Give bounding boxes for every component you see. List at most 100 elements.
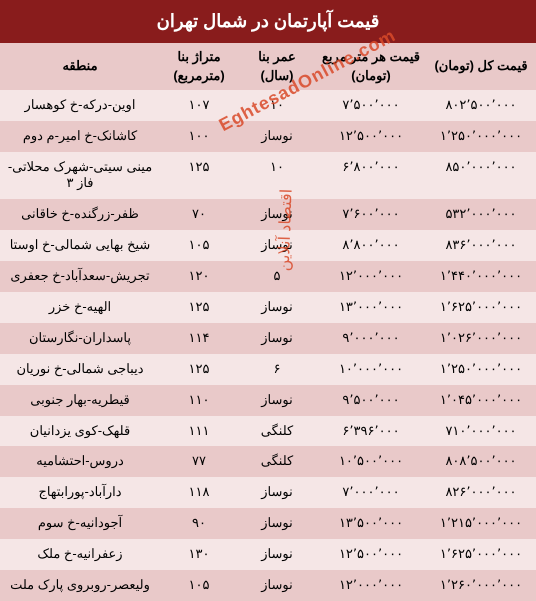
table-row: تجریش-سعدآباد-خ جعفری۱۲۰۵۱۲٬۰۰۰٬۰۰۰۱٬۴۴۰… (0, 261, 536, 292)
table-row: اوین-درکه-خ کوهسار۱۰۷۱۰۷٬۵۰۰٬۰۰۰۸۰۲٬۵۰۰٬… (0, 90, 536, 121)
header-area: متراژ بنا(مترمربع) (160, 43, 238, 89)
cell-ppm: ۱۰٬۵۰۰٬۰۰۰ (316, 446, 426, 477)
cell-area: ۷۰ (160, 199, 238, 230)
table-row: زعفرانیه-خ ملک۱۳۰نوساز۱۲٬۵۰۰٬۰۰۰۱٬۶۲۵٬۰۰… (0, 539, 536, 570)
cell-age: ۶ (238, 354, 316, 385)
cell-total: ۸۲۶٬۰۰۰٬۰۰۰ (426, 477, 536, 508)
cell-total: ۱٬۶۲۵٬۰۰۰٬۰۰۰ (426, 539, 536, 570)
cell-region: دیباجی شمالی-خ نوریان (0, 354, 160, 385)
cell-total: ۱٬۰۴۵٬۰۰۰٬۰۰۰ (426, 385, 536, 416)
cell-age: نوساز (238, 199, 316, 230)
cell-area: ۱۰۷ (160, 90, 238, 121)
cell-area: ۱۲۵ (160, 152, 238, 200)
cell-region: دروس-احتشامیه (0, 446, 160, 477)
cell-age: نوساز (238, 323, 316, 354)
table-row: دروس-احتشامیه۷۷کلنگی۱۰٬۵۰۰٬۰۰۰۸۰۸٬۵۰۰٬۰۰… (0, 446, 536, 477)
header-age: عمر بنا(سال) (238, 43, 316, 89)
cell-ppm: ۹٬۵۰۰٬۰۰۰ (316, 385, 426, 416)
table-row: دیباجی شمالی-خ نوریان۱۲۵۶۱۰٬۰۰۰٬۰۰۰۱٬۲۵۰… (0, 354, 536, 385)
cell-area: ۱۱۰ (160, 385, 238, 416)
cell-age: نوساز (238, 508, 316, 539)
cell-total: ۸۵۰٬۰۰۰٬۰۰۰ (426, 152, 536, 200)
cell-area: ۱۲۵ (160, 292, 238, 323)
cell-ppm: ۷٬۶۰۰٬۰۰۰ (316, 199, 426, 230)
cell-region: کاشانک-خ امیر-م دوم (0, 121, 160, 152)
cell-age: کلنگی (238, 446, 316, 477)
cell-age: نوساز (238, 539, 316, 570)
cell-area: ۷۷ (160, 446, 238, 477)
cell-region: تجریش-سعدآباد-خ جعفری (0, 261, 160, 292)
cell-total: ۱٬۶۲۵٬۰۰۰٬۰۰۰ (426, 292, 536, 323)
table-row: ولیعصر-روبروی پارک ملت۱۰۵نوساز۱۲٬۰۰۰٬۰۰۰… (0, 570, 536, 601)
cell-region: اوین-درکه-خ کوهسار (0, 90, 160, 121)
cell-area: ۱۱۴ (160, 323, 238, 354)
cell-total: ۵۳۲٬۰۰۰٬۰۰۰ (426, 199, 536, 230)
cell-area: ۱۱۱ (160, 416, 238, 447)
cell-total: ۸۰۲٬۵۰۰٬۰۰۰ (426, 90, 536, 121)
header-region: منطقه (0, 43, 160, 89)
table-row: پاسداران-نگارستان۱۱۴نوساز۹٬۰۰۰٬۰۰۰۱٬۰۲۶٬… (0, 323, 536, 354)
table-row: قلهک-کوی یزدانیان۱۱۱کلنگی۶٬۳۹۶٬۰۰۰۷۱۰٬۰۰… (0, 416, 536, 447)
cell-ppm: ۷٬۵۰۰٬۰۰۰ (316, 90, 426, 121)
cell-region: شیخ بهایی شمالی-خ اوستا (0, 230, 160, 261)
cell-area: ۱۰۰ (160, 121, 238, 152)
table-row: ظفر-زرگنده-خ خاقانی۷۰نوساز۷٬۶۰۰٬۰۰۰۵۳۲٬۰… (0, 199, 536, 230)
header-row: منطقه متراژ بنا(مترمربع) عمر بنا(سال) قی… (0, 43, 536, 89)
rows-container: اوین-درکه-خ کوهسار۱۰۷۱۰۷٬۵۰۰٬۰۰۰۸۰۲٬۵۰۰٬… (0, 90, 536, 601)
cell-region: ولیعصر-روبروی پارک ملت (0, 570, 160, 601)
table-row: مینی سیتی-شهرک محلاتی-فاز ۳۱۲۵۱۰۶٬۸۰۰٬۰۰… (0, 152, 536, 200)
cell-total: ۸۰۸٬۵۰۰٬۰۰۰ (426, 446, 536, 477)
cell-age: ۵ (238, 261, 316, 292)
cell-region: مینی سیتی-شهرک محلاتی-فاز ۳ (0, 152, 160, 200)
cell-age: نوساز (238, 570, 316, 601)
cell-age: نوساز (238, 385, 316, 416)
cell-region: ظفر-زرگنده-خ خاقانی (0, 199, 160, 230)
cell-total: ۱٬۲۵۰٬۰۰۰٬۰۰۰ (426, 354, 536, 385)
cell-age: کلنگی (238, 416, 316, 447)
cell-ppm: ۸٬۸۰۰٬۰۰۰ (316, 230, 426, 261)
cell-age: نوساز (238, 121, 316, 152)
cell-ppm: ۱۰٬۰۰۰٬۰۰۰ (316, 354, 426, 385)
cell-region: قیطریه-بهار جنوبی (0, 385, 160, 416)
cell-region: زعفرانیه-خ ملک (0, 539, 160, 570)
header-ppm: قیمت هر متر مربع(تومان) (316, 43, 426, 89)
cell-ppm: ۹٬۰۰۰٬۰۰۰ (316, 323, 426, 354)
header-total: قیمت کل (تومان) (426, 43, 536, 89)
cell-ppm: ۱۳٬۰۰۰٬۰۰۰ (316, 292, 426, 323)
cell-ppm: ۱۲٬۵۰۰٬۰۰۰ (316, 539, 426, 570)
cell-ppm: ۷٬۰۰۰٬۰۰۰ (316, 477, 426, 508)
cell-area: ۱۲۰ (160, 261, 238, 292)
cell-total: ۱٬۰۲۶٬۰۰۰٬۰۰۰ (426, 323, 536, 354)
cell-ppm: ۱۲٬۰۰۰٬۰۰۰ (316, 261, 426, 292)
cell-area: ۱۱۸ (160, 477, 238, 508)
cell-region: آجودانیه-خ سوم (0, 508, 160, 539)
cell-age: نوساز (238, 477, 316, 508)
cell-region: قلهک-کوی یزدانیان (0, 416, 160, 447)
cell-region: الهیه-خ خزر (0, 292, 160, 323)
table-row: کاشانک-خ امیر-م دوم۱۰۰نوساز۱۲٬۵۰۰٬۰۰۰۱٬۲… (0, 121, 536, 152)
table-row: الهیه-خ خزر۱۲۵نوساز۱۳٬۰۰۰٬۰۰۰۱٬۶۲۵٬۰۰۰٬۰… (0, 292, 536, 323)
table-title: قیمت آپارتمان در شمال تهران (0, 0, 536, 43)
cell-area: ۱۳۰ (160, 539, 238, 570)
cell-age: نوساز (238, 292, 316, 323)
price-table: قیمت آپارتمان در شمال تهران منطقه متراژ … (0, 0, 536, 601)
cell-area: ۱۰۵ (160, 230, 238, 261)
cell-total: ۷۱۰٬۰۰۰٬۰۰۰ (426, 416, 536, 447)
cell-age: ۱۰ (238, 152, 316, 200)
cell-region: پاسداران-نگارستان (0, 323, 160, 354)
cell-ppm: ۶٬۸۰۰٬۰۰۰ (316, 152, 426, 200)
cell-total: ۱٬۲۵۰٬۰۰۰٬۰۰۰ (426, 121, 536, 152)
cell-ppm: ۱۳٬۵۰۰٬۰۰۰ (316, 508, 426, 539)
cell-total: ۸۳۶٬۰۰۰٬۰۰۰ (426, 230, 536, 261)
cell-ppm: ۶٬۳۹۶٬۰۰۰ (316, 416, 426, 447)
cell-age: نوساز (238, 230, 316, 261)
cell-area: ۹۰ (160, 508, 238, 539)
cell-ppm: ۱۲٬۵۰۰٬۰۰۰ (316, 121, 426, 152)
cell-area: ۱۰۵ (160, 570, 238, 601)
table-row: دارآباد-پورابتهاج۱۱۸نوساز۷٬۰۰۰٬۰۰۰۸۲۶٬۰۰… (0, 477, 536, 508)
table-row: آجودانیه-خ سوم۹۰نوساز۱۳٬۵۰۰٬۰۰۰۱٬۲۱۵٬۰۰۰… (0, 508, 536, 539)
table-row: قیطریه-بهار جنوبی۱۱۰نوساز۹٬۵۰۰٬۰۰۰۱٬۰۴۵٬… (0, 385, 536, 416)
cell-area: ۱۲۵ (160, 354, 238, 385)
cell-age: ۱۰ (238, 90, 316, 121)
cell-total: ۱٬۲۱۵٬۰۰۰٬۰۰۰ (426, 508, 536, 539)
